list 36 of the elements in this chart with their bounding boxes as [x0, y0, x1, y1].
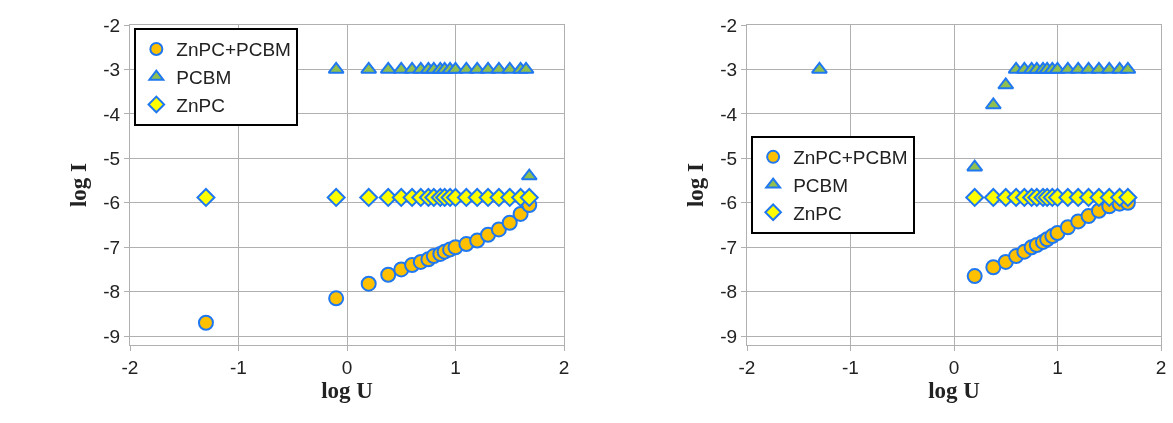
x-axis-title: log U: [321, 377, 374, 403]
x-tick-label: -2: [121, 356, 139, 378]
y-tick-label: -3: [103, 59, 121, 81]
y-tick-label: -6: [720, 192, 738, 214]
y-tick-label: -8: [103, 281, 121, 303]
y-tick-label: -9: [103, 325, 121, 347]
y-tick-label: -6: [103, 192, 121, 214]
y-tick-label: -5: [103, 147, 121, 169]
x-tick-label: 1: [450, 356, 461, 378]
x-tick-label: -2: [738, 356, 756, 378]
x-tick-label: 2: [558, 356, 570, 378]
y-tick-label: -8: [720, 281, 738, 303]
x-tick-label: 2: [1155, 356, 1167, 378]
y-axis-title: log I: [65, 162, 91, 208]
legend-label: ZnPC: [176, 94, 225, 116]
x-axis-title: log U: [928, 377, 981, 403]
y-tick-label: -3: [720, 59, 738, 81]
legend-label: PCBM: [176, 67, 232, 89]
x-tick-label: 0: [341, 356, 353, 378]
x-tick-label: -1: [230, 356, 247, 378]
y-tick-label: -5: [720, 147, 738, 169]
y-tick-label: -2: [103, 14, 121, 36]
y-tick-label: -9: [720, 325, 738, 347]
y-tick-label: -2: [720, 14, 738, 36]
legend-label: ZnPC: [793, 202, 842, 224]
y-tick-label: -7: [103, 236, 121, 258]
x-tick-label: 1: [1052, 356, 1063, 378]
y-tick-label: -4: [103, 103, 121, 125]
y-tick-label: -7: [720, 236, 738, 258]
legend-label: PCBM: [793, 174, 849, 196]
legend-label: ZnPC+PCBM: [793, 147, 908, 169]
x-tick-label: -1: [842, 356, 859, 378]
y-tick-label: -4: [720, 103, 738, 125]
x-tick-label: 0: [948, 356, 960, 378]
legend-label: ZnPC+PCBM: [176, 39, 291, 61]
y-axis-title: log I: [682, 162, 708, 208]
